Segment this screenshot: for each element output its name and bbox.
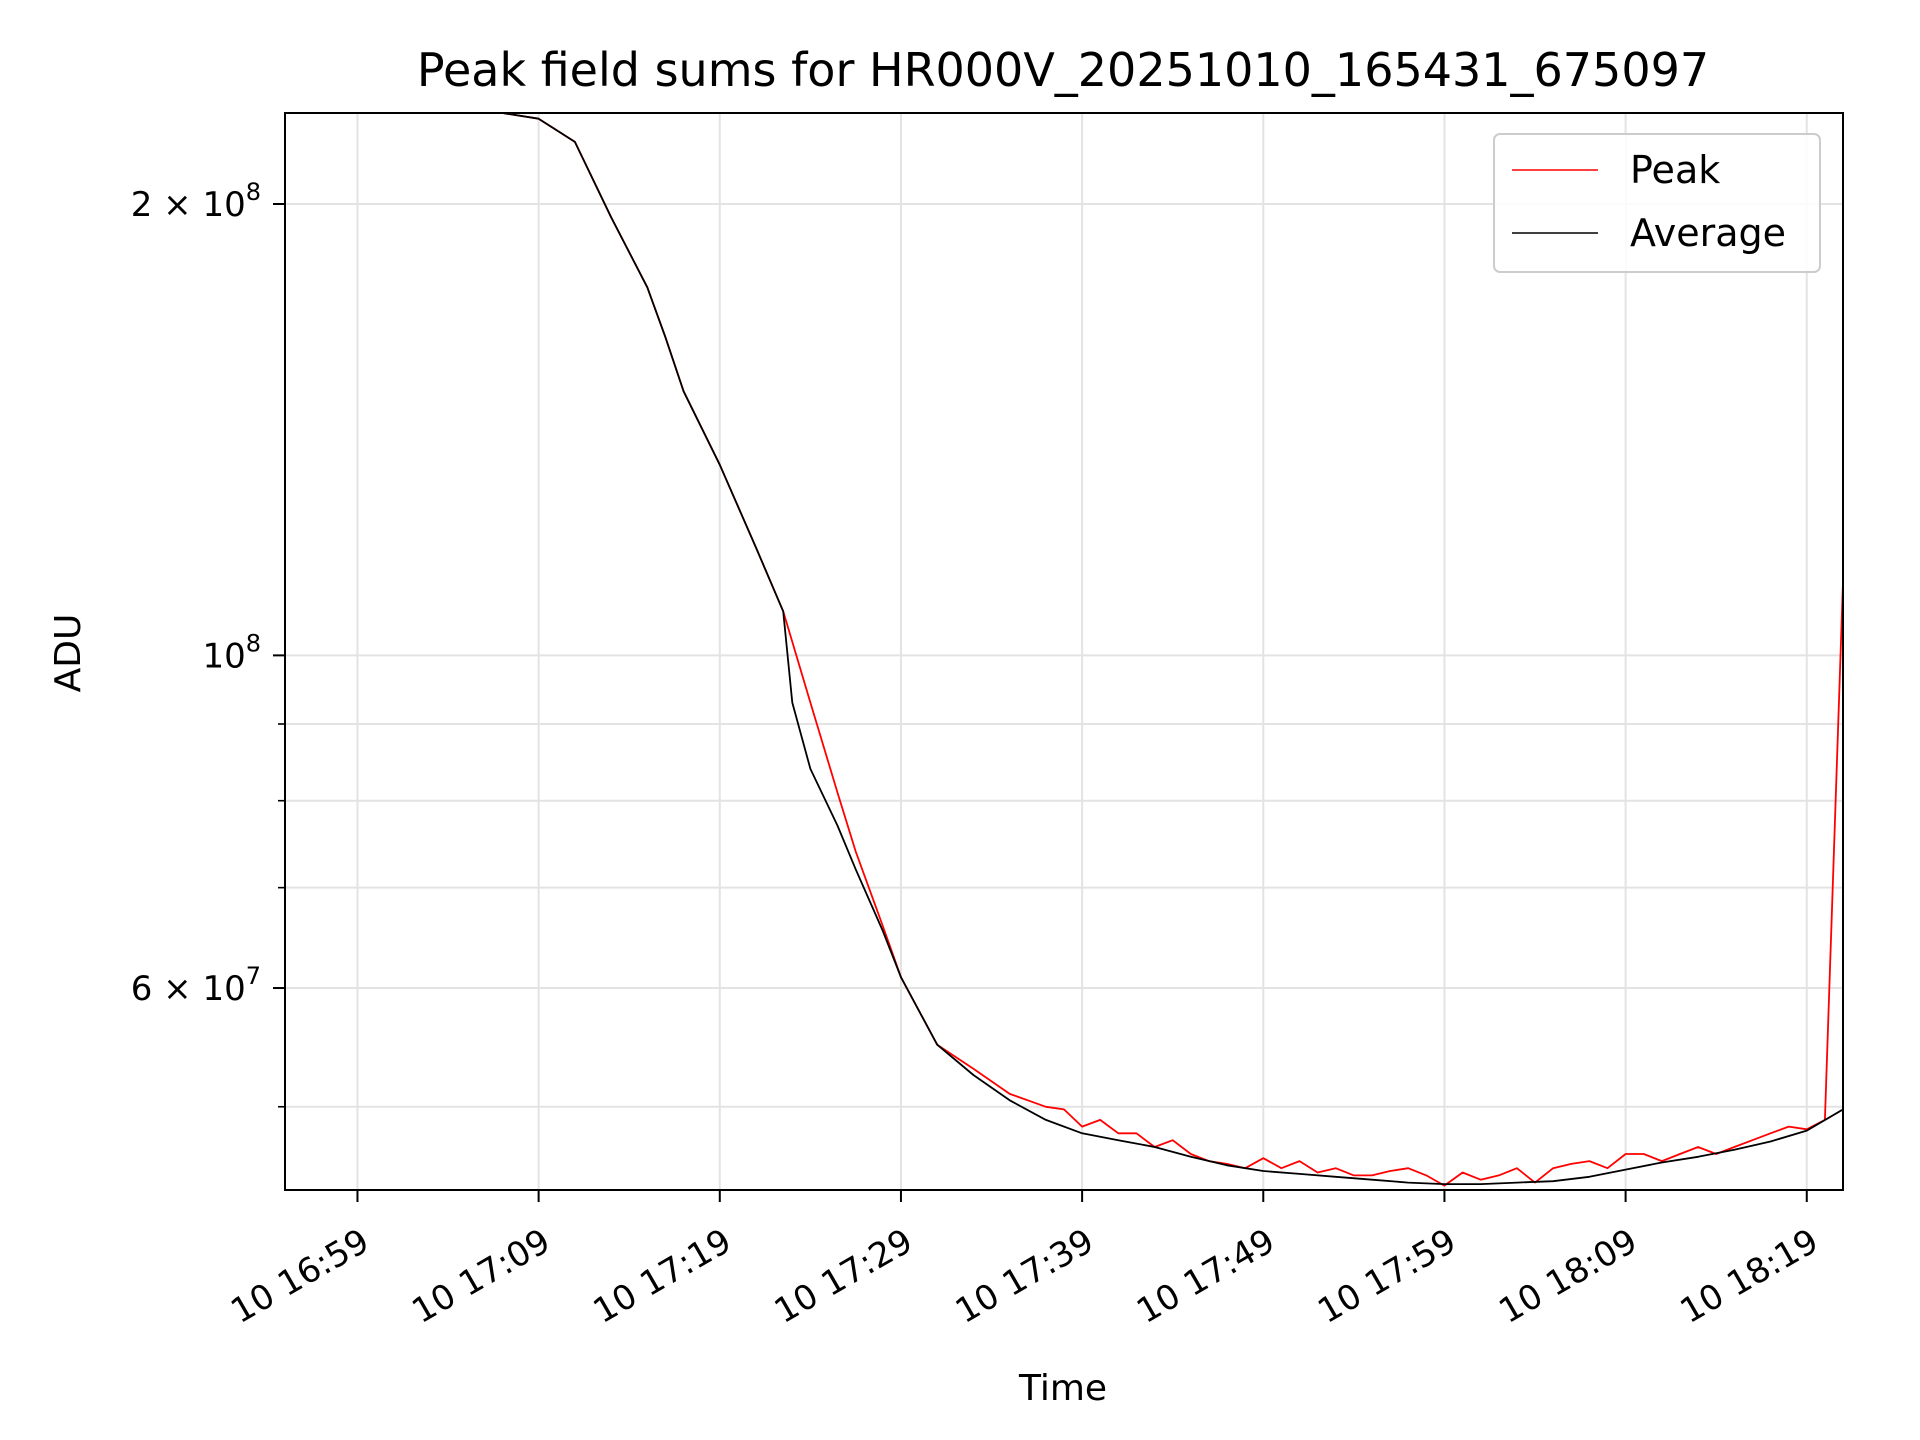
legend-peak-label: Peak	[1630, 148, 1720, 192]
y-axis-label: ADU	[48, 614, 89, 693]
y-tick-exponent: 8	[246, 629, 261, 657]
series-line-average	[339, 113, 1843, 1185]
plot-lines	[339, 113, 1843, 1187]
y-tick-mantissa: 2 × 10	[131, 185, 246, 225]
legend: Peak Average	[1493, 133, 1821, 273]
y-tick-label: 2 × 108	[131, 178, 261, 225]
y-tick-mantissa: 10	[202, 636, 245, 676]
series-line-peak	[339, 113, 1843, 1187]
chart-title: Peak field sums for HR000V_20251010_1654…	[417, 43, 1709, 97]
x-axis-label: Time	[1018, 1368, 1107, 1409]
legend-average-label: Average	[1630, 211, 1786, 255]
plot-frame	[284, 112, 1844, 1191]
y-tick-label: 6 × 107	[131, 962, 261, 1009]
y-tick-mantissa: 6 × 10	[131, 969, 246, 1009]
y-tick-exponent: 8	[246, 178, 261, 206]
y-tick-exponent: 7	[246, 962, 261, 990]
y-tick-label: 108	[202, 629, 261, 676]
legend-box	[1493, 133, 1821, 273]
